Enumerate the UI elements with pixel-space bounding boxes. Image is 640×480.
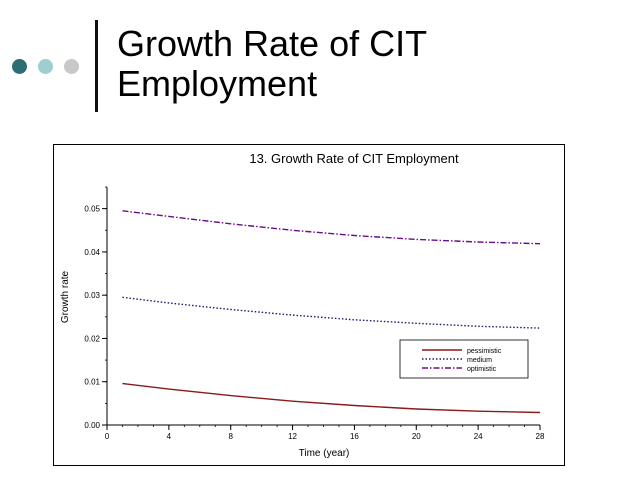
x-tick-label: 24 xyxy=(474,432,483,441)
series-line-medium xyxy=(122,296,541,329)
x-tick-label: 4 xyxy=(167,432,172,441)
dot-gray xyxy=(64,59,79,74)
legend-label-medium: medium xyxy=(467,357,492,364)
y-tick-label: 0.02 xyxy=(84,334,100,343)
x-tick-label: 8 xyxy=(228,432,233,441)
y-tick-label: 0.03 xyxy=(84,291,100,300)
chart-title: 13. Growth Rate of CIT Employment xyxy=(249,151,459,166)
series-line-pessimistic xyxy=(122,382,541,414)
legend-label-optimistic: optimistic xyxy=(467,366,497,373)
slide-title: Growth Rate of CIT Employment xyxy=(117,24,617,104)
axes: 0 4 8 12 16 20 24 28 0.00 0.01 0.02 0.03 0.04 0.05 xyxy=(84,186,545,441)
x-tick-label: 20 xyxy=(412,432,421,441)
chart-frame: 13. Growth Rate of CIT Employment Growth… xyxy=(53,144,565,466)
slide-title-line1: Growth Rate of CIT xyxy=(117,23,428,64)
plot-area xyxy=(122,210,541,414)
line-chart: 13. Growth Rate of CIT Employment Growth… xyxy=(60,151,545,459)
x-tick-label: 0 xyxy=(105,432,110,441)
x-tick-label: 16 xyxy=(350,432,359,441)
legend: pessimistic medium optimistic xyxy=(399,339,529,379)
x-tick-label: 28 xyxy=(536,432,545,441)
x-tick-label: 12 xyxy=(288,432,297,441)
y-tick-label: 0.05 xyxy=(84,205,100,214)
y-tick-label: 0.04 xyxy=(84,248,100,257)
legend-box xyxy=(399,339,529,379)
series-line-optimistic xyxy=(122,210,541,245)
title-divider xyxy=(95,20,98,112)
slide-title-line2: Employment xyxy=(117,63,318,104)
y-tick-label: 0.01 xyxy=(84,378,100,387)
dot-light xyxy=(38,59,53,74)
dot-dark xyxy=(12,59,27,74)
y-axis-label: Growth rate xyxy=(60,270,71,323)
y-tick-label: 0.00 xyxy=(84,421,100,430)
legend-label-pessimistic: pessimistic xyxy=(467,348,502,355)
x-axis-label: Time (year) xyxy=(299,448,350,459)
